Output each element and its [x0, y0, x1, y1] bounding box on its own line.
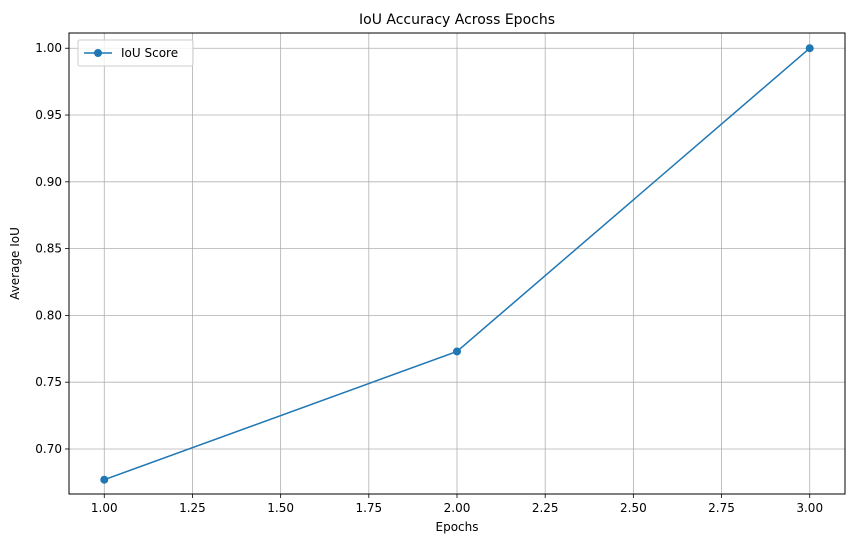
y-tick-label: 0.95 [35, 108, 62, 122]
x-tick-label: 1.50 [267, 501, 294, 515]
grid-lines [69, 33, 845, 494]
y-axis-label: Average IoU [8, 227, 22, 300]
data-point [100, 475, 109, 484]
y-tick-label: 0.85 [35, 242, 62, 256]
y-tick-label: 0.70 [35, 442, 62, 456]
x-tick-label: 1.00 [91, 501, 118, 515]
data-point [453, 347, 461, 356]
x-tick-label: 1.75 [355, 501, 382, 515]
legend-label: IoU Score [121, 46, 178, 60]
y-tick-label: 0.80 [35, 308, 62, 322]
x-tick-label: 2.25 [532, 501, 559, 515]
x-tick-label: 2.50 [620, 501, 647, 515]
data-point [805, 44, 814, 53]
y-tick-label: 0.90 [35, 175, 62, 189]
legend: IoU Score [77, 39, 194, 67]
y-axis: 0.70 0.75 0.80 0.85 0.90 0.95 1.00 [35, 41, 69, 456]
series-layer [100, 44, 814, 484]
x-tick-label: 3.00 [796, 501, 823, 515]
legend-box [77, 39, 194, 67]
y-tick-label: 1.00 [35, 41, 62, 55]
x-tick-label: 2.75 [708, 501, 735, 515]
legend-marker [94, 49, 102, 57]
y-tick-label: 0.75 [35, 375, 62, 389]
x-tick-label: 1.25 [179, 501, 206, 515]
chart-title: IoU Accuracy Across Epochs [359, 12, 555, 28]
x-axis: 1.00 1.25 1.50 1.75 2.00 2.25 2.50 2.75 3.00 [91, 494, 823, 515]
x-axis-label: Epochs [436, 520, 479, 534]
x-tick-label: 2.00 [444, 501, 471, 515]
